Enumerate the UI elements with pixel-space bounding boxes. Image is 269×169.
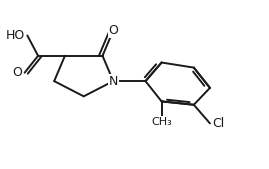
Text: N: N [109,75,118,88]
Text: Cl: Cl [213,117,225,130]
Text: O: O [12,66,22,79]
Text: O: O [108,24,118,37]
Text: HO: HO [5,29,25,42]
Text: CH₃: CH₃ [151,117,172,127]
